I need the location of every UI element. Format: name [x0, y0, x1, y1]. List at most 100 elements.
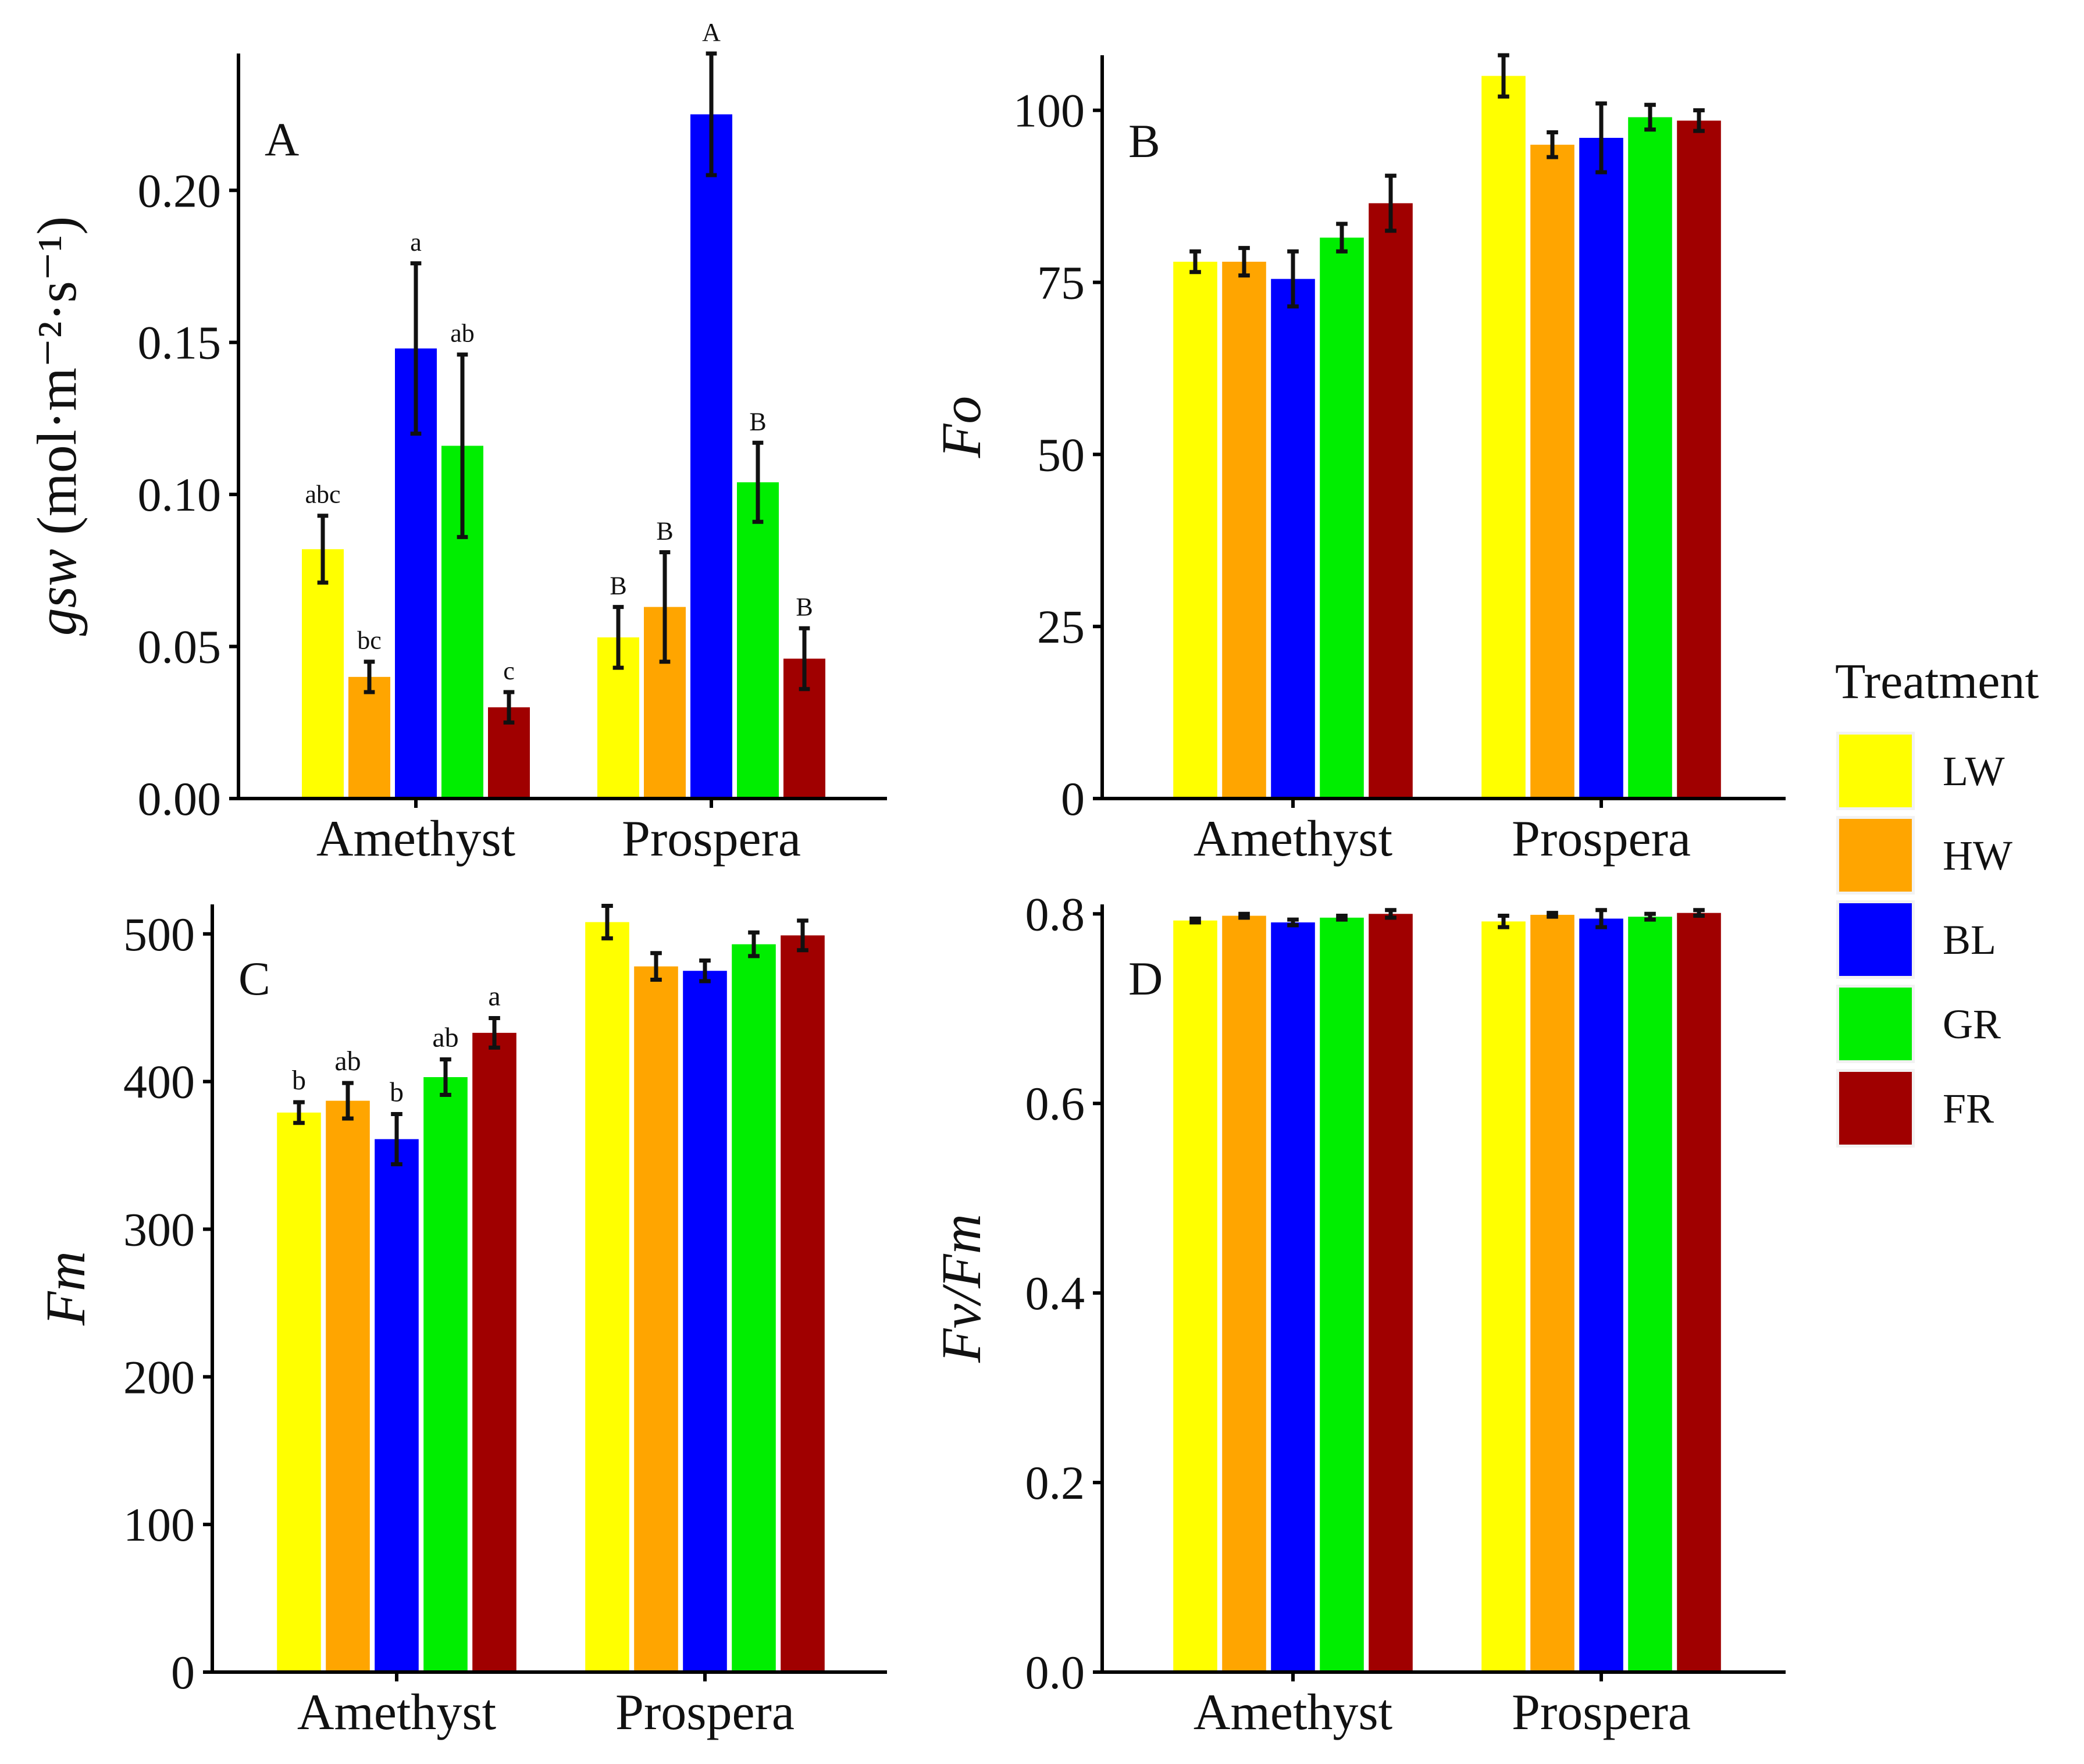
x-tick-label-prospera: Prospera [622, 811, 801, 867]
bar-C-prospera-gr [732, 944, 776, 1672]
y-axis-title-C: Fm [34, 1251, 97, 1326]
y-tick-label: 75 [1037, 256, 1085, 309]
y-tick-label: 0.6 [1025, 1077, 1085, 1130]
significance-label: ab [334, 1046, 361, 1077]
error-bar-B-amethyst-fr [1385, 173, 1397, 233]
significance-label: a [410, 228, 422, 256]
bar-B-amethyst-bl [1271, 279, 1315, 799]
bar-C-amethyst-gr [423, 1077, 468, 1672]
bar-B-prospera-lw [1481, 76, 1526, 799]
y-tick-label: 100 [123, 1498, 195, 1551]
error-bar-A-prospera-lw [612, 605, 624, 670]
y-axis-title-D: Fv/Fm [930, 1214, 992, 1363]
significance-label: bc [357, 626, 382, 655]
x-tick-label-amethyst: Amethyst [316, 811, 515, 867]
bar-D-prospera-gr [1628, 917, 1672, 1672]
bar-B-prospera-bl [1579, 138, 1623, 799]
panel-label-A: A [265, 113, 299, 166]
error-bar-A-amethyst-gr [457, 352, 468, 539]
y-tick-label: 0.10 [138, 468, 222, 521]
bar-D-amethyst-gr [1320, 917, 1364, 1672]
panel-A: abcbcaabcAmethystBBABBProspera0.000.050.… [26, 18, 887, 867]
bar-C-prospera-bl [683, 971, 727, 1672]
error-bar-B-prospera-lw [1498, 53, 1509, 99]
y-tick-label: 0.4 [1025, 1267, 1085, 1320]
error-bar-B-amethyst-bl [1287, 249, 1299, 309]
x-tick-label-prospera: Prospera [1512, 1684, 1691, 1741]
error-bar-D-amethyst-bl [1287, 917, 1299, 928]
bar-D-amethyst-fr [1369, 914, 1413, 1672]
error-bar-D-prospera-gr [1644, 911, 1656, 922]
error-bar-A-amethyst-fr [503, 690, 515, 725]
error-bar-D-prospera-lw [1498, 914, 1509, 929]
error-bar-A-amethyst-bl [410, 261, 422, 436]
y-tick-label: 0.2 [1025, 1456, 1085, 1509]
legend-label-hw: HW [1943, 832, 2012, 879]
error-bar-C-prospera-fr [797, 918, 808, 953]
x-tick-label-prospera: Prospera [615, 1684, 795, 1741]
significance-label: b [390, 1077, 404, 1107]
bar-C-prospera-lw [585, 922, 629, 1672]
error-bar-C-amethyst-hw [342, 1081, 354, 1121]
bar-C-amethyst-bl [375, 1139, 419, 1672]
bar-D-prospera-hw [1530, 914, 1574, 1672]
legend-swatch-lw [1839, 735, 1912, 807]
significance-label: a [488, 981, 500, 1011]
error-bar-C-amethyst-lw [293, 1100, 305, 1125]
panel-label-C: C [238, 952, 270, 1005]
error-bar-D-amethyst-fr [1385, 908, 1397, 920]
significance-label: c [503, 657, 515, 685]
error-bar-B-prospera-gr [1644, 102, 1656, 132]
error-bar-C-amethyst-gr [440, 1057, 451, 1097]
bar-A-prospera-gr [737, 482, 779, 799]
legend-label-gr: GR [1943, 1001, 2001, 1047]
bar-B-amethyst-hw [1222, 262, 1266, 799]
panel-label-D: D [1128, 952, 1163, 1005]
bar-A-prospera-bl [690, 114, 732, 799]
error-bar-D-amethyst-gr [1336, 914, 1348, 922]
error-bar-B-prospera-bl [1595, 101, 1607, 174]
significance-label: B [749, 407, 766, 436]
panels: abcbcaabcAmethystBBABBProspera0.000.050.… [26, 18, 1786, 1741]
significance-label: ab [450, 319, 475, 348]
error-bar-D-prospera-fr [1693, 908, 1705, 918]
bar-B-amethyst-fr [1369, 203, 1413, 799]
bar-A-amethyst-hw [348, 676, 390, 799]
y-tick-label: 0 [171, 1646, 195, 1699]
error-bar-B-amethyst-gr [1336, 222, 1348, 254]
significance-label: abc [305, 480, 340, 509]
error-bar-D-prospera-bl [1595, 908, 1607, 929]
panel-B: Amethyst Prospera 0 25 50 75 100 Fo B [930, 53, 1786, 867]
error-bar-A-prospera-hw [659, 550, 671, 664]
legend: Treatment LW HW BL GR FR [1835, 653, 2039, 1148]
bar-B-amethyst-gr [1320, 237, 1364, 799]
legend-label-fr: FR [1943, 1085, 1994, 1132]
error-bar-B-amethyst-hw [1238, 245, 1250, 278]
bar-D-prospera-fr [1677, 913, 1721, 1672]
error-bar-D-amethyst-lw [1189, 916, 1201, 925]
error-bar-A-prospera-fr [799, 626, 810, 692]
bar-C-amethyst-fr [472, 1032, 516, 1672]
error-bar-B-amethyst-lw [1189, 249, 1201, 275]
y-axis-title-A: gsw (mol·m⁻²·s⁻¹) [26, 216, 88, 636]
bar-B-prospera-gr [1628, 117, 1672, 799]
error-bar-C-amethyst-fr [489, 1015, 500, 1050]
y-tick-label: 400 [123, 1056, 195, 1109]
panel-D: Amethyst Prospera 0.0 0.2 0.4 0.6 0.8 Fv/Fm D [930, 888, 1786, 1741]
bar-A-amethyst-lw [302, 549, 344, 799]
legend-label-bl: BL [1943, 917, 1996, 963]
error-bar-B-prospera-fr [1693, 108, 1705, 133]
bar-D-amethyst-bl [1271, 922, 1315, 1672]
legend-swatch-fr [1839, 1072, 1912, 1145]
error-bar-C-prospera-gr [748, 930, 760, 958]
error-bar-B-prospera-hw [1547, 130, 1558, 159]
y-tick-label: 25 [1037, 600, 1085, 653]
bar-C-prospera-hw [634, 966, 678, 1672]
y-tick-label: 0.20 [138, 164, 222, 217]
legend-label-lw: LW [1943, 748, 2005, 794]
error-bar-C-prospera-bl [699, 958, 711, 983]
y-tick-label: 0.15 [138, 316, 222, 369]
significance-label: B [610, 572, 626, 600]
